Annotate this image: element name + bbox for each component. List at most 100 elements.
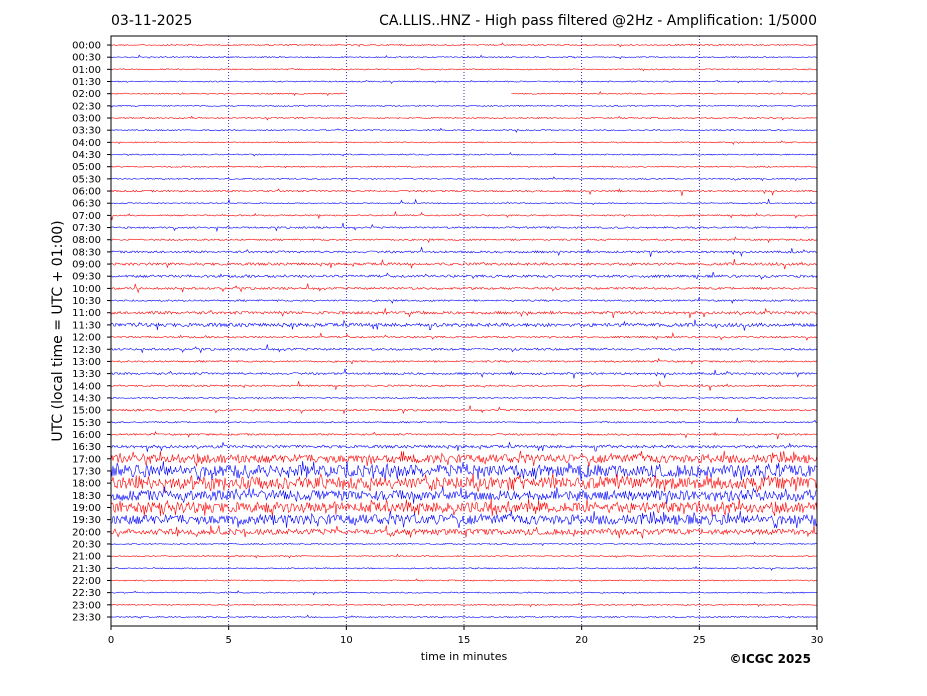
chart-title: CA.LLIS..HNZ - High pass filtered @2Hz -…: [379, 13, 817, 29]
y-tick-label: 06:30: [72, 199, 101, 210]
y-tick-label: 08:00: [72, 235, 101, 246]
x-tick-label: 5: [225, 635, 231, 646]
trace-row-0630: [111, 198, 818, 206]
trace-row-1200: [110, 332, 818, 341]
trace-row-2200: [110, 578, 818, 583]
y-tick-label: 01:00: [72, 65, 101, 76]
trace-row-1430: [110, 396, 818, 400]
trace-row-1730: [110, 461, 818, 481]
trace-row-1630: [110, 441, 818, 452]
y-tick-label: 21:00: [72, 552, 101, 563]
trace-row-2330: [110, 614, 818, 619]
trace-row-0300: [110, 115, 818, 121]
y-tick-label: 20:30: [72, 539, 101, 550]
trace-row-2300: [110, 602, 818, 608]
trace-row-2000: [110, 525, 818, 539]
y-tick-label: 02:30: [72, 101, 101, 112]
y-tick-label: 23:00: [72, 600, 101, 611]
y-tick-label: 00:30: [72, 53, 101, 64]
y-tick-label: 15:00: [72, 406, 101, 417]
copyright-label: ©ICGC 2025: [729, 652, 811, 666]
y-tick-label: 20:00: [72, 527, 101, 538]
trace-row-0900: [110, 258, 818, 270]
y-tick-label: 07:00: [72, 211, 101, 222]
y-tick-label: 03:00: [72, 114, 101, 125]
trace-row-0600: [110, 188, 818, 197]
trace-row-0230: [110, 104, 818, 108]
y-tick-label: 13:00: [72, 357, 101, 368]
y-tick-label: 03:30: [72, 126, 101, 137]
trace-row-1700: [110, 450, 818, 467]
y-tick-label: 22:00: [72, 576, 101, 587]
trace-row-0800: [110, 236, 818, 244]
y-tick-label: 19:00: [72, 503, 101, 514]
y-tick-label: 05:30: [72, 174, 101, 185]
trace-row-1330: [110, 368, 818, 379]
trace-row-0730: [110, 222, 818, 233]
trace-row-0430: [110, 151, 818, 157]
y-tick-label: 19:30: [72, 515, 101, 526]
trace-row-1300: [110, 358, 818, 365]
trace-row-1930: [110, 510, 818, 529]
trace-row-1100: [110, 307, 818, 319]
y-tick-label: 21:30: [72, 564, 101, 575]
y-tick-label: 11:00: [72, 308, 101, 319]
trace-row-1500: [111, 405, 818, 415]
vertical-gridlines: [228, 36, 700, 626]
y-tick-label: 15:30: [72, 418, 101, 429]
trace-row-1030: [111, 297, 818, 304]
x-tick-label: 15: [458, 635, 471, 646]
y-tick-label: 18:00: [72, 479, 101, 490]
trace-row-2100: [110, 553, 818, 559]
trace-row-1830: [110, 486, 818, 505]
y-tick-label: 13:30: [72, 369, 101, 380]
y-tick-label: 04:00: [72, 138, 101, 149]
y-tick-label: 17:00: [72, 454, 101, 465]
x-tick-label: 20: [575, 635, 588, 646]
y-tick-label: 17:30: [72, 466, 101, 477]
y-tick-label: 06:00: [72, 187, 101, 198]
trace-row-1800: [110, 473, 818, 493]
x-axis-label: time in minutes: [421, 650, 508, 663]
y-tick-label: 01:30: [72, 77, 101, 88]
trace-row-0200: [110, 90, 818, 97]
x-tick-label: 30: [811, 635, 824, 646]
y-tick-label: 16:30: [72, 442, 101, 453]
trace-row-0830: [110, 246, 818, 258]
trace-row-0330: [110, 127, 818, 133]
x-tick-label: 10: [340, 635, 353, 646]
y-tick-label: 14:30: [72, 393, 101, 404]
trace-row-1530: [110, 417, 818, 424]
y-tick-label: 08:30: [72, 247, 101, 258]
y-tick-label: 10:00: [72, 284, 101, 295]
y-tick-label: 07:30: [72, 223, 101, 234]
trace-row-0500: [110, 165, 817, 169]
y-tick-label: 22:30: [72, 588, 101, 599]
y-tick-label: 14:00: [72, 381, 101, 392]
trace-row-0930: [110, 271, 818, 280]
trace-row-1900: [110, 498, 818, 517]
date-label: 03-11-2025: [111, 13, 192, 29]
trace-row-0530: [110, 176, 818, 182]
x-tick-label: 25: [693, 635, 706, 646]
trace-row-2030: [110, 541, 818, 546]
y-tick-label: 18:30: [72, 491, 101, 502]
y-tick-label: 23:30: [72, 612, 101, 623]
trace-row-0400: [110, 140, 818, 145]
trace-row-0000: [111, 42, 818, 48]
y-tick-label: 09:00: [72, 260, 101, 271]
y-tick-label: 10:30: [72, 296, 101, 307]
y-tick-label: 11:30: [72, 320, 101, 331]
y-tick-label: 05:00: [72, 162, 101, 173]
plot-frame: [110, 35, 818, 627]
y-axis-label: UTC (local time = UTC + 01:00): [50, 220, 66, 441]
y-tick-label: 04:30: [72, 150, 101, 161]
trace-row-1130: [110, 319, 818, 331]
x-tick-label: 0: [108, 635, 114, 646]
trace-row-1600: [110, 431, 818, 440]
y-tick-label: 16:00: [72, 430, 101, 441]
y-tick-label: 12:30: [72, 345, 101, 356]
trace-row-1400: [110, 381, 818, 391]
